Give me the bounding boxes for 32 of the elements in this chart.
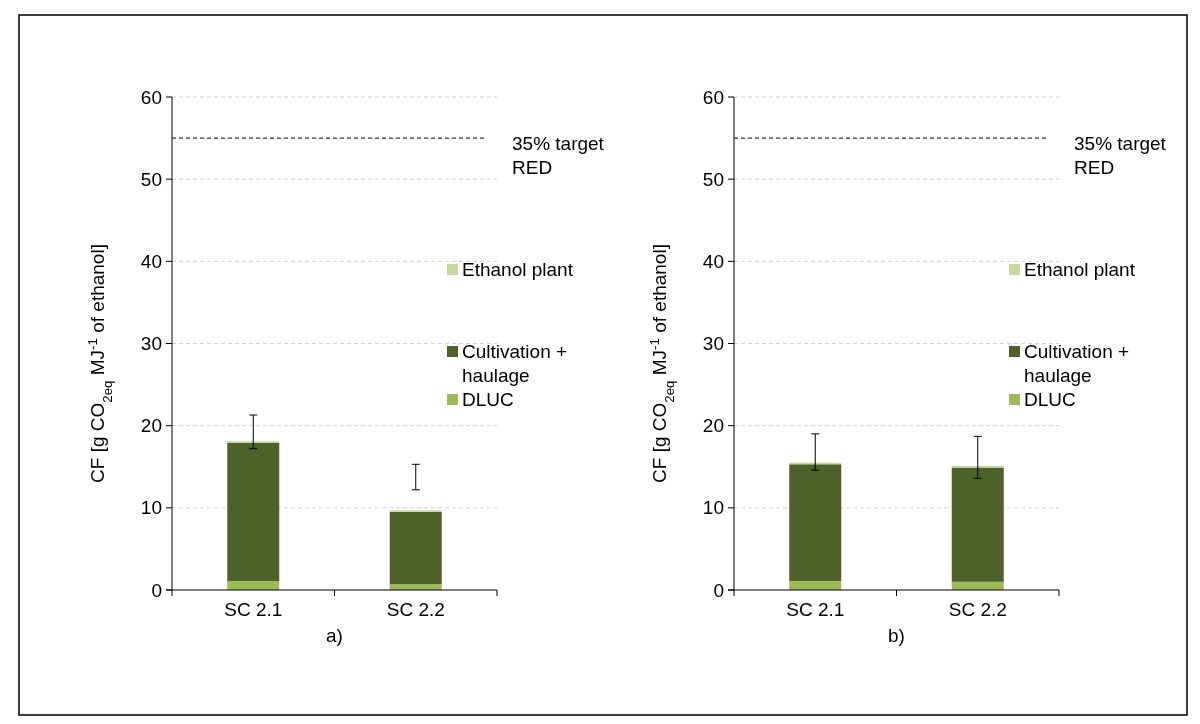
ref-line-label: 35% target RED (512, 133, 605, 179)
y-tick-label: 50 (702, 168, 724, 190)
x-axis-title: a) (326, 625, 343, 646)
legend-label: Cultivation + haulage (1024, 341, 1130, 386)
ref-line-label: 35% target RED (1074, 133, 1167, 179)
y-tick-label: 0 (713, 579, 724, 601)
bar (951, 467, 1004, 582)
y-tick-label: 10 (140, 497, 162, 519)
y-tick-label: 20 (702, 415, 724, 437)
x-tick-label: SC 2.1 (224, 599, 283, 620)
y-tick-label: 50 (140, 168, 162, 190)
y-tick-label: 0 (151, 579, 162, 601)
x-axis-title: b) (888, 625, 905, 646)
y-tick-label: 60 (702, 86, 724, 108)
x-tick-label: SC 2.1 (786, 599, 845, 620)
legend-label: Ethanol plant (1024, 259, 1136, 280)
bar (789, 464, 842, 581)
bar (389, 511, 442, 585)
x-tick-label: SC 2.2 (386, 599, 445, 620)
y-tick-label: 20 (140, 415, 162, 437)
y-tick-label: 30 (702, 333, 724, 355)
legend-label: DLUC (462, 389, 514, 410)
y-tick-label: 60 (140, 86, 162, 108)
x-tick-label: SC 2.2 (948, 599, 1007, 620)
legend-label: DLUC (1024, 389, 1076, 410)
y-tick-label: 10 (702, 497, 724, 519)
y-tick-label: 30 (140, 333, 162, 355)
y-tick-label: 40 (702, 250, 724, 272)
bar (227, 442, 280, 581)
legend-label: Cultivation + haulage (462, 341, 568, 386)
y-tick-label: 40 (140, 250, 162, 272)
legend-label: Ethanol plant (462, 259, 574, 280)
